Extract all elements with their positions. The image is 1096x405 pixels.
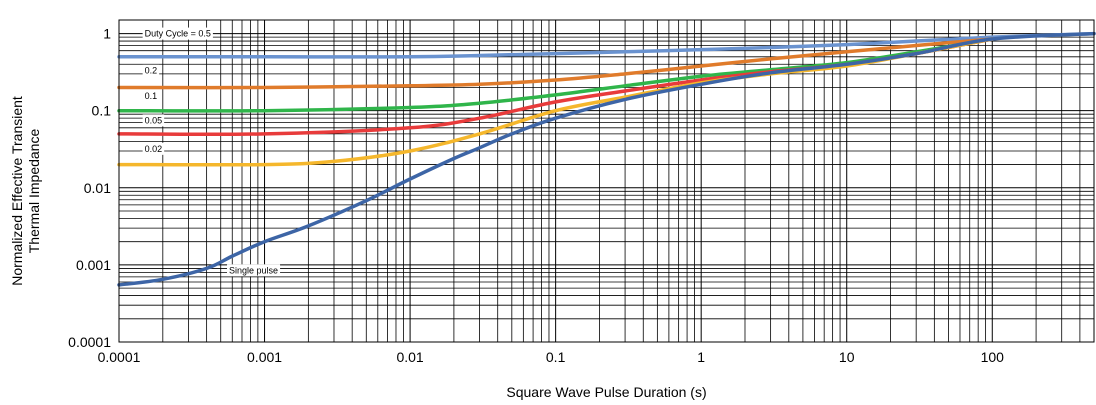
curve-label-3: 0.05: [145, 115, 163, 125]
y-tick-labels: 1 0.1 0.01 0.001 0.0001: [68, 26, 111, 350]
series-line-0: [117, 31, 1096, 59]
series-line-5: [117, 31, 1096, 287]
y-tick-label: 0.1: [92, 103, 112, 119]
series-lines: [117, 31, 1096, 287]
curve-labels: Duty Cycle = 0.5 0.2 0.1 0.05 0.02 Single pul…: [142, 27, 281, 277]
plot-frame: [118, 19, 1095, 343]
x-tick-label: 0.01: [396, 349, 423, 365]
curve-label-1: 0.2: [145, 66, 158, 76]
y-axis-label-line-1: Normalized Effective Transient: [9, 96, 25, 286]
major-grid: [118, 20, 1094, 343]
y-tick-label: 1: [103, 26, 111, 42]
x-axis-label: Square Wave Pulse Duration (s): [506, 384, 706, 400]
curve-label-background: [142, 90, 160, 103]
y-tick-label: 0.0001: [68, 334, 111, 350]
curve-label-2: 0.1: [145, 91, 158, 101]
y-tick-label: 0.01: [84, 180, 111, 196]
x-tick-label: 100: [981, 349, 1005, 365]
x-tick-labels: 0.0001 0.001 0.01 0.1 1 10 100: [98, 349, 1005, 365]
series-line-1: [117, 37, 995, 90]
curve-label-background: [142, 114, 165, 127]
curve-label-background: [227, 264, 281, 277]
curve-label-5: Single pulse: [229, 265, 278, 275]
x-tick-label: 0.0001: [98, 349, 141, 365]
x-tick-label: 1: [697, 349, 705, 365]
x-tick-label: 10: [839, 349, 855, 365]
x-tick-label: 0.001: [247, 349, 282, 365]
x-tick-label: 0.1: [546, 349, 566, 365]
curve-label-4: 0.02: [145, 144, 163, 154]
curve-label-background: [142, 142, 165, 155]
y-axis-label-line-2: Thermal Impedance: [26, 129, 42, 254]
curve-label-background: [142, 64, 160, 77]
minor-grid: [119, 20, 1095, 342]
curve-label-0: Duty Cycle = 0.5: [145, 29, 211, 39]
y-tick-label: 0.001: [76, 257, 111, 273]
curve-label-background: [142, 27, 213, 40]
